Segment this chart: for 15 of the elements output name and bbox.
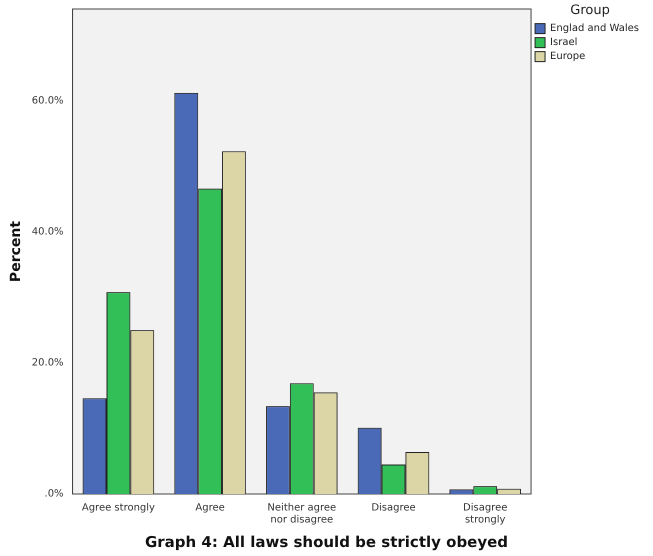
y-tick-label: 20.0% bbox=[32, 358, 64, 369]
x-tick-label: Agree bbox=[195, 502, 225, 514]
text: Graph 4: All laws should be strictly obeyed bbox=[144, 532, 508, 551]
legend-title: Group bbox=[570, 2, 610, 18]
y-tick-label: 40.0% bbox=[32, 226, 64, 238]
x-tick-label: Disagree bbox=[371, 502, 416, 514]
y-tick-label: 60.0% bbox=[32, 95, 64, 106]
x-tick-label: Disagree strongly bbox=[463, 502, 508, 526]
y-axis-title: Percent bbox=[8, 220, 24, 282]
legend-label: Europe bbox=[550, 51, 586, 62]
x-tick-label: Agree strongly bbox=[82, 502, 156, 514]
x-tick-label: Neither agree nor disagree bbox=[267, 502, 336, 526]
legend-label: Englad and Wales bbox=[550, 23, 640, 34]
legend-label: Israel bbox=[550, 37, 578, 48]
y-tick-label: .0% bbox=[44, 488, 64, 500]
